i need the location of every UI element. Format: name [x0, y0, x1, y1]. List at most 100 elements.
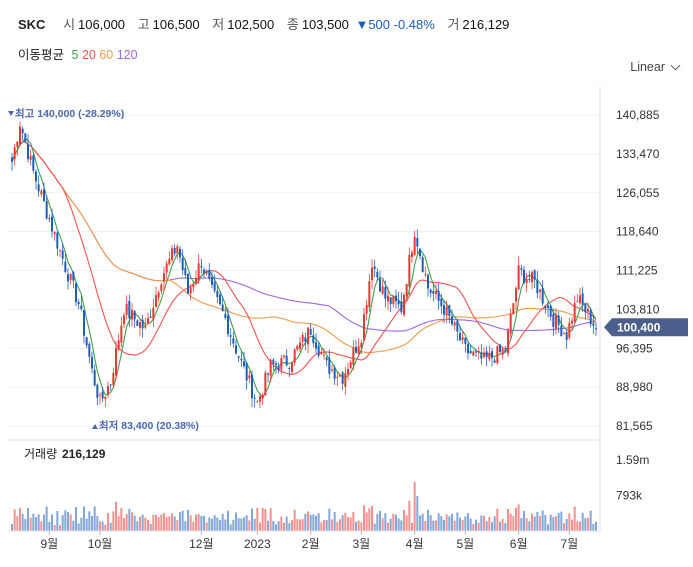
- last-price-badge: 100,400: [604, 318, 688, 337]
- candle-body: [152, 307, 155, 320]
- volume-bar: [53, 525, 56, 531]
- volume-bar: [35, 517, 37, 531]
- candle-body: [77, 301, 80, 305]
- candle-body: [595, 328, 597, 330]
- volume-bar: [29, 517, 32, 531]
- volume-bar: [368, 508, 371, 531]
- volume-bar: [395, 514, 397, 531]
- candle-body: [283, 355, 285, 358]
- volume-bar: [429, 515, 432, 531]
- volume-bar: [115, 501, 117, 531]
- volume-bar: [493, 516, 496, 531]
- candle-body: [464, 337, 467, 344]
- volume-bar: [291, 520, 293, 531]
- volume-bar: [589, 510, 592, 531]
- candle-body: [355, 346, 357, 353]
- volume-bar: [181, 510, 184, 531]
- volume-bar: [411, 522, 413, 531]
- candle-body: [192, 284, 195, 288]
- volume-bar: [288, 523, 291, 531]
- volume-bar: [379, 510, 381, 531]
- candle-body: [568, 322, 571, 338]
- candle-body: [131, 309, 133, 320]
- volume-bar: [117, 516, 120, 531]
- candle-body: [264, 372, 267, 396]
- volume-bar: [592, 524, 595, 531]
- candle-body: [120, 325, 123, 343]
- volume-bar: [413, 481, 416, 531]
- candle-body: [229, 335, 232, 337]
- candle-body: [317, 345, 320, 356]
- candle-body: [528, 278, 531, 280]
- candle-body: [51, 216, 53, 232]
- candle-body: [363, 314, 365, 341]
- candle-body: [515, 288, 517, 302]
- volume-bar: [504, 522, 507, 531]
- candle-body: [344, 372, 347, 387]
- candle-body: [451, 316, 453, 325]
- volume-bar: [219, 519, 221, 531]
- candle-body: [219, 294, 221, 305]
- volume-bar: [229, 524, 232, 531]
- candle-body: [325, 357, 328, 361]
- volume-bar: [531, 513, 533, 531]
- volume-bar: [517, 504, 520, 531]
- candle-body: [592, 323, 595, 326]
- x-tick-label: 2월: [302, 537, 320, 551]
- candle-body: [93, 370, 96, 386]
- candle-body: [176, 246, 179, 254]
- change-value: ▼500 -0.48%: [355, 17, 435, 32]
- candle-body: [501, 349, 504, 355]
- volume-bar: [331, 519, 333, 531]
- volume-bar: [301, 519, 304, 531]
- volume-bar: [469, 518, 472, 531]
- y-tick-label: 81,565: [616, 419, 653, 433]
- volume-bar: [133, 515, 136, 531]
- candle-body: [488, 352, 491, 360]
- volume-bar: [464, 516, 467, 531]
- candle-body: [413, 236, 416, 255]
- volume-bar: [579, 521, 581, 531]
- volume-bar: [45, 506, 48, 531]
- volume-bar: [131, 512, 133, 531]
- volume-bar: [344, 512, 347, 531]
- volume-bar: [40, 521, 43, 531]
- candle-body: [461, 337, 464, 340]
- candle-body: [291, 362, 293, 372]
- volume-bar: [440, 515, 443, 531]
- high-label: 고: [137, 17, 150, 32]
- volume-bar: [205, 522, 208, 531]
- volume-bar: [224, 519, 227, 531]
- volume-bar: [272, 520, 275, 531]
- candle-body: [440, 298, 443, 307]
- volume-bar: [357, 520, 360, 531]
- candle-body: [232, 338, 235, 344]
- candle-body: [125, 303, 128, 315]
- low-label: 저: [212, 17, 225, 32]
- candle-body: [240, 358, 243, 361]
- candle-body: [475, 351, 477, 353]
- x-tick-label: 3월: [352, 537, 370, 551]
- volume-bar: [373, 523, 376, 531]
- volume-bar: [403, 509, 405, 531]
- candle-body: [96, 384, 99, 398]
- volume-bar: [120, 507, 123, 531]
- scale-mode-selector[interactable]: Linear: [630, 60, 665, 74]
- candle-body: [459, 333, 461, 341]
- volume-value: 216,129: [462, 17, 510, 32]
- volume-bar: [83, 506, 85, 531]
- ma-legend[interactable]: 이동평균 5 20 60 120: [18, 44, 138, 63]
- volume-bar: [448, 516, 451, 531]
- volume-bar: [419, 515, 421, 531]
- candle-body: [64, 261, 67, 272]
- volume-bar: [475, 519, 477, 531]
- candle-body: [235, 345, 237, 354]
- candle-body: [19, 126, 21, 145]
- volume-bar: [85, 518, 88, 531]
- volume-bar: [360, 522, 363, 531]
- candle-body: [27, 143, 29, 160]
- candle-body: [13, 147, 16, 160]
- volume-bar: [184, 521, 187, 531]
- candle-body: [424, 274, 427, 276]
